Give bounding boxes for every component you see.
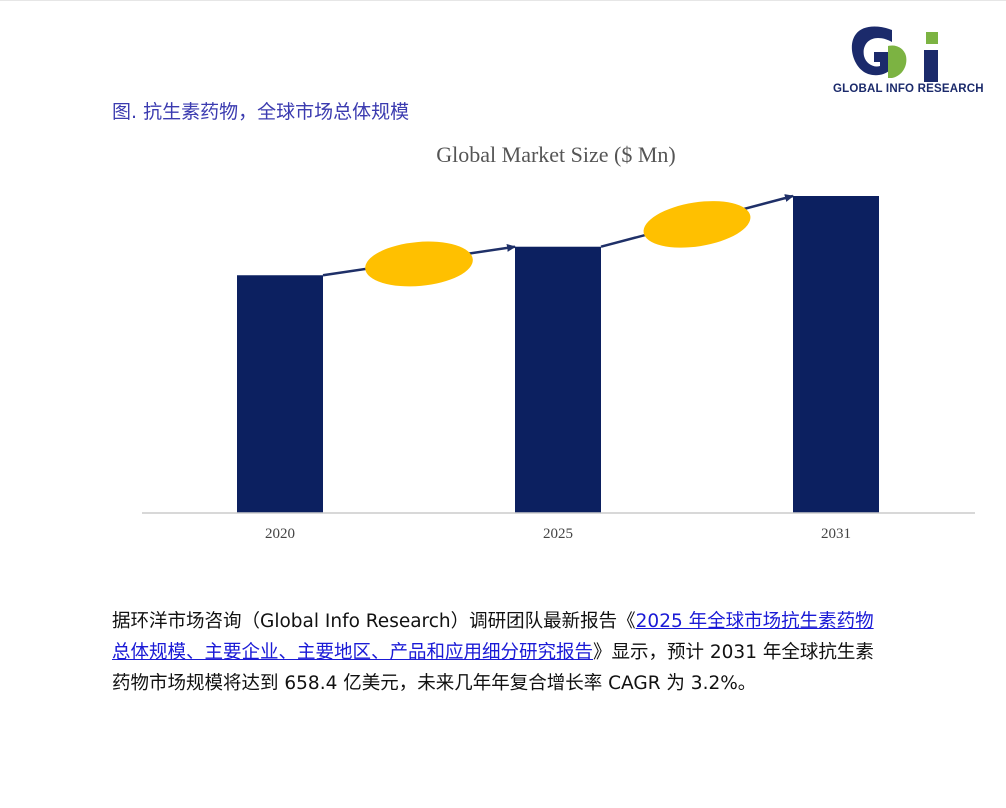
figure-caption: 图. 抗生素药物，全球市场总体规模 [112, 101, 410, 123]
bar-2025 [515, 246, 601, 513]
report-link[interactable]: 2025 年全球市场抗生素药物总体规模、主要企业、主要地区、产品和应用细分研究报… [112, 611, 874, 663]
chart-title: Global Market Size ($ Mn) [436, 142, 676, 167]
logo-i-stem [924, 50, 938, 82]
logo-g-shape [851, 26, 892, 76]
report-paragraph: 据环洋市场咨询（Global Info Research）调研团队最新报告《20… [112, 606, 882, 699]
x-tick-label-2031: 2031 [821, 526, 851, 542]
logo-i-dot [926, 32, 938, 44]
paragraph-prefix: 据环洋市场咨询（Global Info Research）调研团队最新报告《 [112, 611, 636, 632]
bar-2031 [793, 196, 879, 513]
cagr-ellipse-1 [365, 241, 473, 287]
x-tick-label-2025: 2025 [543, 526, 573, 542]
bars-layer [237, 194, 879, 513]
logo-text: GLOBAL INFO RESEARCH [833, 83, 984, 95]
top-border [0, 0, 1006, 1]
logo-green-shape [888, 45, 907, 78]
x-tick-label-2020: 2020 [265, 526, 295, 542]
x-tick-labels: 2020 2025 2031 [265, 526, 851, 542]
market-size-chart: Global Market Size ($ Mn) 2020 2025 2031 [142, 142, 975, 542]
cagr-ellipse-2 [643, 201, 751, 248]
gi-logo [851, 26, 938, 82]
bar-2020 [237, 275, 323, 513]
paragraph-suffix: 》显示，预计 2031 年全球抗生素药物市场规模将达到 658.4 亿美元，未来… [112, 642, 874, 694]
